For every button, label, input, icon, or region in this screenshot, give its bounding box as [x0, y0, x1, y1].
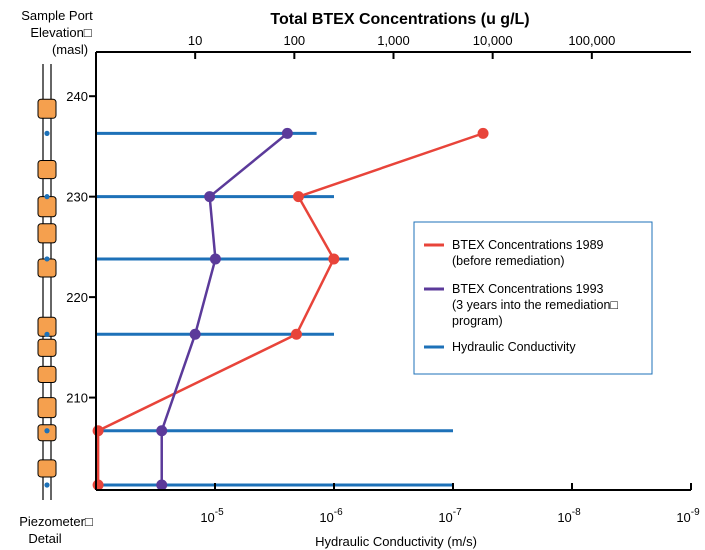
top-tick-label: 100,000: [568, 33, 615, 48]
piezometer-label-line-1: Piezometer□: [19, 514, 93, 529]
y-axis-label-line-2: Elevation□: [30, 25, 91, 40]
legend-label-1989: BTEX Concentrations 1989: [452, 238, 604, 252]
y-tick-label: 230: [66, 190, 88, 205]
series-1993-point: [156, 425, 168, 437]
sample-port: [44, 194, 50, 200]
series-1989-point: [292, 191, 304, 203]
legend-box: [413, 221, 653, 375]
series-1993-line: [160, 132, 289, 485]
series-1989-line: [96, 132, 484, 485]
series-1989-point: [477, 127, 489, 139]
series-1993-point: [156, 479, 168, 491]
sample-port: [44, 428, 50, 434]
tick-base: 10: [200, 510, 214, 525]
packer: [37, 196, 57, 218]
legend-label-hydraulic: Hydraulic Conductivity: [452, 340, 576, 354]
tick-exponent: -5: [215, 507, 224, 518]
top-tick-label: 1,000: [377, 33, 410, 48]
series-1989-point: [92, 479, 104, 491]
top-tick-label: 10,000: [473, 33, 513, 48]
y-axis-label-line-1: Sample Port: [21, 8, 93, 23]
packer: [37, 459, 57, 478]
series-1989-point: [92, 425, 104, 437]
bottom-tick-label: 10-9: [676, 507, 700, 525]
y-tick-label: 220: [66, 290, 88, 305]
series-1993-point: [204, 191, 216, 203]
bottom-tick-label: 10-5: [200, 507, 224, 525]
tick-base: 10: [438, 510, 452, 525]
series-1989-point: [328, 253, 340, 265]
packer: [37, 223, 57, 244]
series-1993-point: [281, 127, 293, 139]
legend-label-1989-extra: (before remediation): [452, 254, 565, 268]
legend-label-1993: BTEX Concentrations 1993: [452, 282, 604, 296]
legend: BTEX Concentrations 1989 (before remedia…: [413, 221, 653, 375]
sample-port: [44, 331, 50, 337]
bottom-tick-label: 10-7: [438, 507, 462, 525]
packer: [37, 98, 57, 119]
x-axis-label-bottom: Hydraulic Conductivity (m/s): [315, 534, 477, 549]
chart-title: Total BTEX Concentrations (u g/L): [270, 11, 529, 28]
series-1989-point: [290, 328, 302, 340]
bottom-tick-label: 10-8: [557, 507, 581, 525]
tick-exponent: -8: [572, 507, 581, 518]
sample-port: [44, 256, 50, 262]
y-tick-label: 210: [66, 391, 88, 406]
legend-label-1993-extra-2: program): [452, 314, 503, 328]
series-1993-point: [189, 328, 201, 340]
tick-exponent: -9: [691, 507, 700, 518]
tick-exponent: -6: [334, 507, 343, 518]
hydraulic-conductivity-bars: [96, 131, 453, 487]
packer: [37, 338, 57, 357]
top-tick-label: 100: [283, 33, 305, 48]
series-1993-point: [209, 253, 221, 265]
packer: [37, 365, 57, 384]
tick-base: 10: [676, 510, 690, 525]
top-tick-label: 10: [188, 33, 202, 48]
bottom-tick-label: 10-6: [319, 507, 343, 525]
packer: [37, 258, 57, 278]
piezometer-detail: [37, 64, 57, 500]
tick-base: 10: [557, 510, 571, 525]
piezometer-label-line-2: Detail: [28, 531, 61, 546]
y-tick-label: 240: [66, 89, 88, 104]
packer: [37, 397, 57, 419]
legend-label-1993-extra-1: (3 years into the remediation□: [452, 298, 618, 312]
y-axis-label-line-3: (masl): [52, 42, 88, 57]
packer: [37, 159, 57, 180]
tick-base: 10: [319, 510, 333, 525]
tick-exponent: -7: [453, 507, 462, 518]
sample-port: [44, 130, 50, 136]
sample-port: [44, 482, 50, 488]
